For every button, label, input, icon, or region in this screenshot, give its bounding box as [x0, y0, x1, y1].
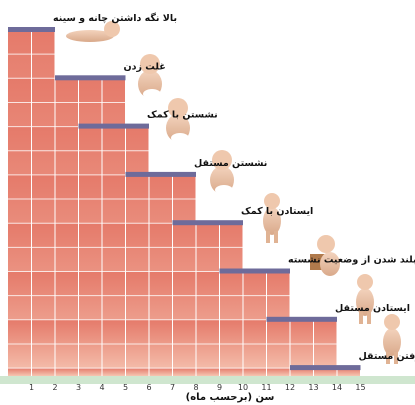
- milestone-range-marker: [8, 27, 55, 32]
- x-tick-label: 13: [308, 383, 318, 392]
- milestone-range-marker: [172, 220, 243, 226]
- milestone-range-marker: [266, 316, 337, 322]
- x-tick-label: 6: [146, 383, 151, 392]
- milestone-range-marker: [290, 365, 361, 371]
- baby-figure: [210, 150, 234, 195]
- x-tick-label: 9: [217, 383, 222, 392]
- milestone-range-marker: [78, 123, 149, 129]
- range-markers-layer: [8, 27, 361, 371]
- baby-figure: [356, 274, 374, 324]
- milestone-label: ایستادن با کمک: [241, 206, 313, 217]
- baby-figure: [383, 314, 401, 364]
- milestone-label: بلند شدن از وضعیت نشسته: [288, 255, 415, 266]
- x-tick-label: 8: [193, 383, 198, 392]
- x-tick-label: 1: [29, 383, 34, 392]
- x-tick-label: 12: [285, 383, 295, 392]
- baby-figure: [166, 98, 190, 143]
- milestone-label: غلت زدن: [124, 61, 166, 72]
- baby-figure: [310, 235, 340, 276]
- milestone-label: نشستن مستقل: [194, 158, 267, 169]
- baby-figure: [263, 193, 281, 243]
- milestone-range-marker: [55, 75, 126, 81]
- milestone-label: راه رفتن مستقل: [359, 351, 415, 362]
- bars-layer: [8, 30, 361, 377]
- x-axis-title: سن (برحسب ماه): [186, 392, 275, 403]
- milestone-bar: [8, 368, 361, 376]
- x-axis-band: [0, 376, 415, 384]
- baby-figure: [138, 54, 162, 99]
- milestone-range-marker: [125, 171, 196, 177]
- x-tick-label: 10: [238, 383, 248, 392]
- x-tick-label: 15: [355, 383, 365, 392]
- x-ticks-layer: 1 2 3 4 5 6 7 8 9 10 11 12 13 14 15: [29, 383, 366, 392]
- milestone-label: بالا نگه داشتن چانه و سینه: [53, 12, 177, 24]
- x-tick-label: 5: [123, 383, 128, 392]
- baby-figure: [66, 21, 120, 42]
- x-tick-label: 7: [170, 383, 175, 392]
- milestone-label: ایستادن مستقل: [335, 303, 410, 314]
- x-tick-label: 2: [52, 383, 57, 392]
- milestone-range-marker: [219, 268, 290, 274]
- x-tick-label: 3: [76, 383, 81, 392]
- x-tick-label: 14: [332, 383, 342, 392]
- milestone-labels-layer: بالا نگه داشتن چانه و سینه غلت زدن نشستن ب…: [53, 12, 415, 362]
- milestone-label: نشستن با کمک: [147, 110, 218, 121]
- baby-illustrations: [66, 21, 401, 364]
- x-tick-label: 4: [99, 383, 104, 392]
- x-tick-label: 11: [261, 383, 271, 392]
